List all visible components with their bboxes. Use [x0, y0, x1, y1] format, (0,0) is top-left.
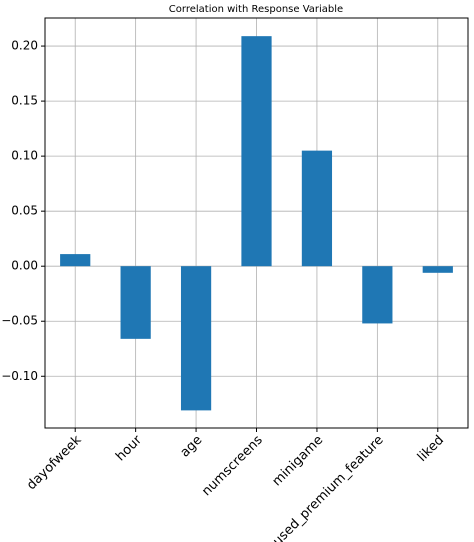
y-tick-label: −0.05 — [1, 314, 38, 328]
x-tick-label: minigame — [270, 433, 327, 490]
plot-frame — [44, 17, 469, 429]
chart-title: Correlation with Response Variable — [169, 4, 343, 15]
bar — [362, 266, 393, 324]
bar — [120, 266, 151, 339]
bar — [241, 36, 272, 267]
bar — [180, 266, 212, 411]
y-tick-label: 0.20 — [11, 39, 38, 53]
y-tick-label: 0.10 — [11, 149, 38, 163]
x-tick-label: liked — [415, 433, 447, 465]
y-tick-label: 0.05 — [11, 204, 38, 218]
x-tick-label: used_premium_feature — [270, 433, 386, 542]
x-tick-label: dayofweek — [24, 432, 85, 493]
bar — [422, 266, 453, 273]
x-tick-label: numscreens — [199, 433, 266, 500]
x-tick-label: age — [178, 433, 206, 461]
x-tick-label: hour — [113, 432, 145, 464]
y-tick-label: 0.15 — [11, 94, 38, 108]
bar — [301, 150, 333, 267]
y-tick-label: −0.10 — [1, 369, 38, 383]
y-tick-label: 0.00 — [11, 259, 38, 273]
bar — [60, 254, 91, 267]
